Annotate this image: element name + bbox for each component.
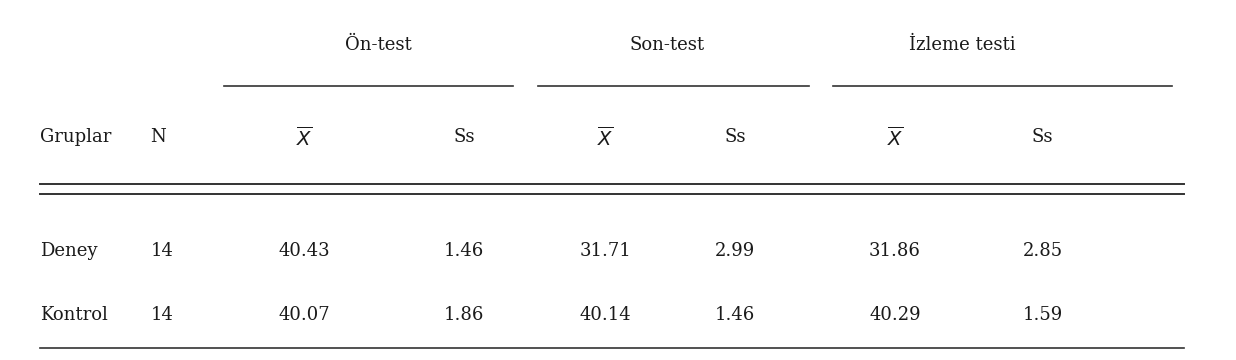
Text: 31.86: 31.86 <box>869 242 921 260</box>
Text: Kontrol: Kontrol <box>40 306 108 324</box>
Text: 1.46: 1.46 <box>444 242 485 260</box>
Text: 1.86: 1.86 <box>444 306 485 324</box>
Text: 2.99: 2.99 <box>714 242 755 260</box>
Text: 40.14: 40.14 <box>580 306 632 324</box>
Text: $\overline{X}$: $\overline{X}$ <box>886 126 904 149</box>
Text: Son-test: Son-test <box>629 36 705 54</box>
Text: N: N <box>151 129 166 147</box>
Text: $\overline{X}$: $\overline{X}$ <box>597 126 614 149</box>
Text: Deney: Deney <box>40 242 98 260</box>
Text: 40.29: 40.29 <box>869 306 921 324</box>
Text: Ss: Ss <box>724 129 745 147</box>
Text: 14: 14 <box>151 242 173 260</box>
Text: 40.43: 40.43 <box>278 242 330 260</box>
Text: 14: 14 <box>151 306 173 324</box>
Text: İzleme testi: İzleme testi <box>910 36 1016 54</box>
Text: 40.07: 40.07 <box>278 306 330 324</box>
Text: Ön-test: Ön-test <box>345 36 412 54</box>
Text: Gruplar: Gruplar <box>40 129 111 147</box>
Text: 1.59: 1.59 <box>1022 306 1063 324</box>
Text: 2.85: 2.85 <box>1022 242 1063 260</box>
Text: Ss: Ss <box>1032 129 1053 147</box>
Text: Ss: Ss <box>454 129 475 147</box>
Text: 1.46: 1.46 <box>714 306 755 324</box>
Text: $\overline{X}$: $\overline{X}$ <box>295 126 313 149</box>
Text: 31.71: 31.71 <box>580 242 632 260</box>
